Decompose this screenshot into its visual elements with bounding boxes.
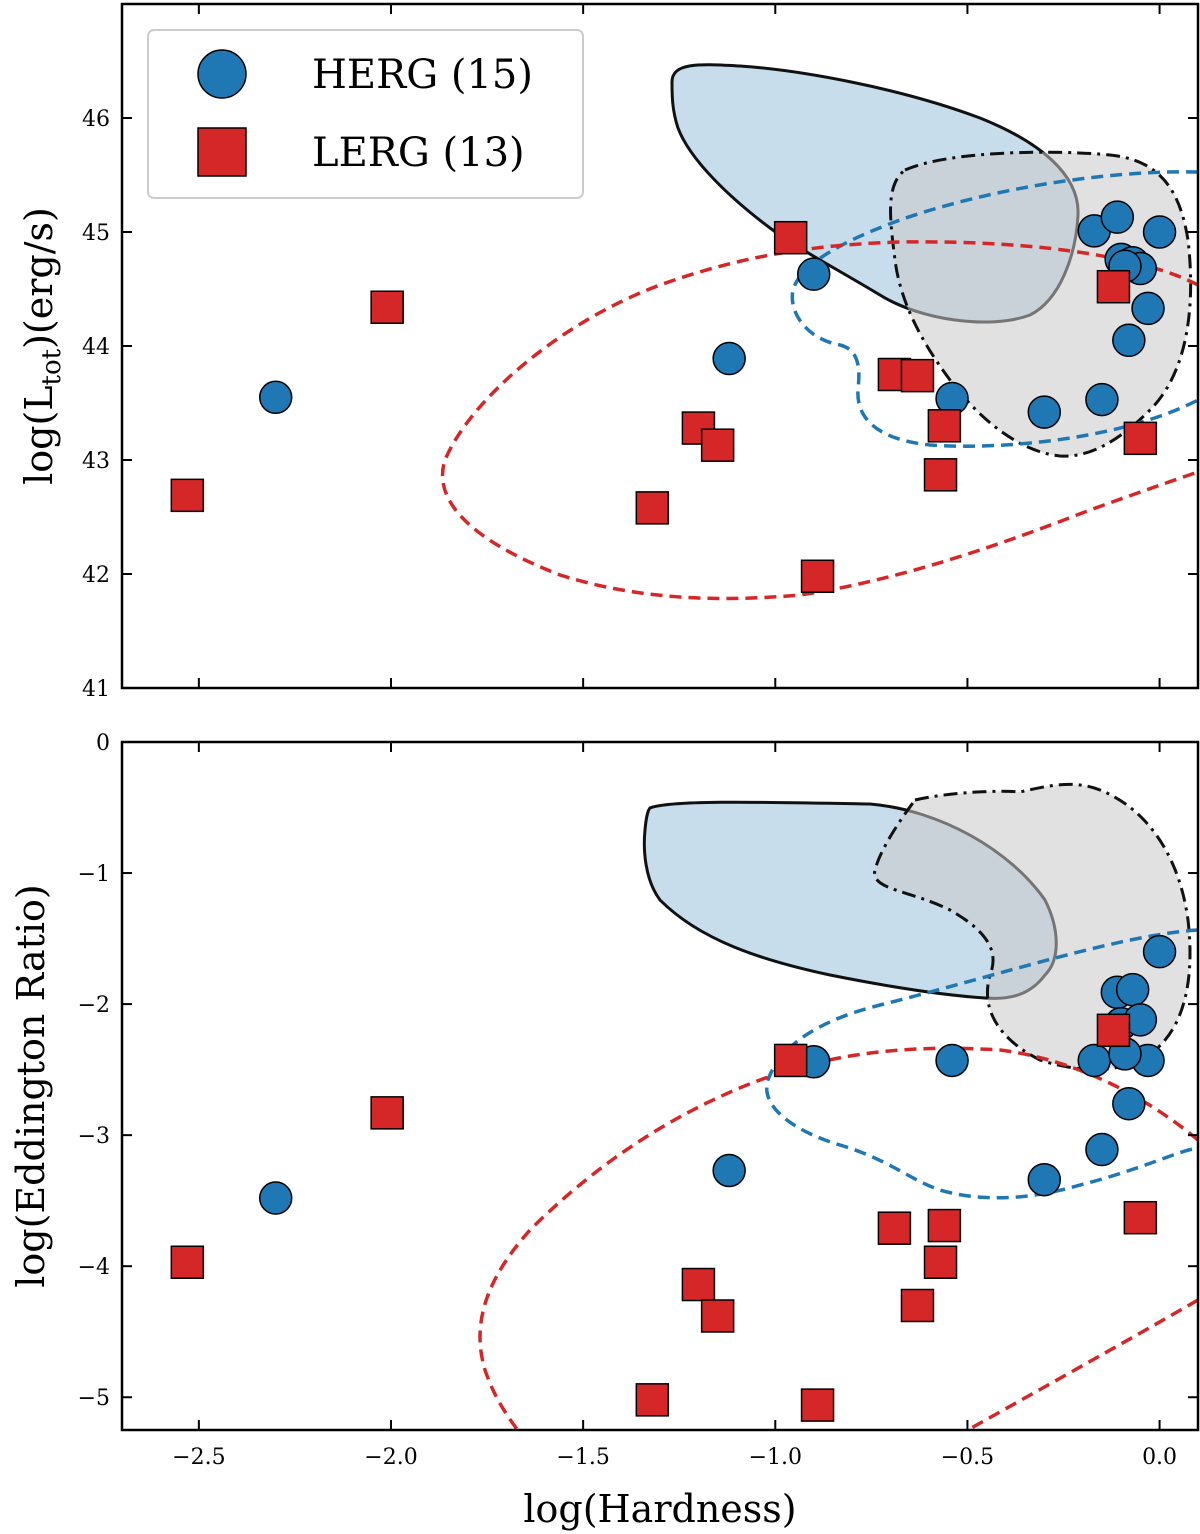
legend-box	[147, 29, 584, 199]
top-lerg-point	[681, 411, 716, 445]
top-y-tick-label: 43	[82, 449, 110, 474]
top-y-axis-label-main: log(L	[17, 385, 61, 484]
bottom-points	[170, 934, 1177, 1422]
top-lerg-point	[900, 358, 935, 393]
top-y-tick-label: 42	[82, 563, 110, 588]
top-y-tick-label: 45	[82, 221, 110, 246]
bottom-y-axis-label: log(Eddington Ratio)	[9, 884, 53, 1288]
top-herg-point	[1131, 291, 1165, 326]
top-herg-point	[1112, 323, 1146, 358]
bottom-lerg-point	[700, 1299, 735, 1333]
top-lerg-point	[927, 409, 962, 443]
top-lerg-point	[370, 290, 404, 324]
top-herg-point	[1100, 200, 1135, 234]
top-herg-point	[1142, 215, 1177, 249]
x-tick-label: 0.0	[1142, 1445, 1177, 1470]
top-herg-point	[258, 380, 293, 415]
top-lerg-dashed-contour	[440, 240, 1198, 601]
bottom-lerg-point	[681, 1267, 716, 1302]
bottom-y-tick-label: −5	[78, 1386, 110, 1411]
top-lerg-point	[1123, 421, 1158, 456]
bottom-ticks: −2.5 −2.0 −1.5 −1.0 −0.5 0.0 −5 −4 −3 −2 −1 0	[78, 731, 1198, 1470]
legend-herg-marker	[197, 49, 247, 99]
top-lerg-point	[773, 220, 808, 255]
top-y-axis-label-subscript: tot	[37, 348, 67, 385]
top-herg-point	[1027, 395, 1062, 429]
top-points	[170, 200, 1177, 594]
top-herg-dashed-contour	[790, 170, 1198, 448]
top-lerg-point	[700, 428, 735, 462]
bottom-y-tick-label: 0	[96, 731, 110, 756]
top-y-tick-label: 44	[82, 335, 110, 360]
top-herg-point	[796, 257, 831, 291]
bottom-lerg-point	[1123, 1200, 1158, 1235]
x-tick-label: −1.0	[749, 1445, 802, 1470]
top-y-axis-label-tail: )(erg/s)	[17, 207, 61, 349]
bottom-lerg-point	[370, 1096, 404, 1130]
bottom-lerg-point	[170, 1245, 205, 1280]
bottom-herg-point	[1142, 934, 1177, 969]
bottom-herg-point	[258, 1181, 293, 1215]
top-y-axis-label: log(Ltot)(erg/s)	[17, 207, 67, 485]
top-lerg-point	[170, 478, 205, 513]
bottom-lerg-point	[1096, 1013, 1131, 1048]
bottom-lerg-dashed-contour	[478, 1046, 1198, 1430]
bottom-y-tick-label: −1	[78, 862, 110, 887]
bottom-herg-point	[1027, 1162, 1062, 1197]
bottom-herg-point	[935, 1043, 969, 1078]
legend-lerg-label: LERG (13)	[312, 130, 525, 176]
x-tick-label: −2.5	[172, 1445, 225, 1470]
legend: HERG (15) LERG (13)	[147, 29, 584, 199]
bottom-herg-point	[712, 1153, 746, 1188]
top-ticks: 41 42 43 44 45 46	[82, 4, 1198, 702]
bottom-herg-point	[1112, 1086, 1146, 1121]
bottom-lerg-point	[773, 1043, 808, 1078]
bottom-panel: −2.5 −2.0 −1.5 −1.0 −0.5 0.0 −5 −4 −3 −2 −1 0 log(E…	[9, 731, 1200, 1531]
bottom-y-tick-label: −4	[78, 1255, 110, 1280]
top-lerg-point	[1096, 269, 1131, 304]
bottom-lerg-point	[900, 1288, 935, 1323]
bottom-contours	[478, 782, 1198, 1430]
legend-herg-label: HERG (15)	[312, 52, 533, 98]
bottom-lerg-point	[877, 1211, 912, 1245]
x-axis-label: log(Hardness)	[523, 1487, 796, 1531]
x-tick-label: −0.5	[941, 1445, 994, 1470]
legend-lerg-marker	[197, 127, 247, 177]
x-tick-label: −1.5	[556, 1445, 609, 1470]
bottom-herg-point	[1077, 1043, 1111, 1078]
bottom-lerg-point	[923, 1245, 958, 1280]
bottom-lerg-point	[635, 1383, 670, 1417]
bottom-lerg-point	[927, 1208, 962, 1243]
bottom-y-tick-label: −2	[78, 993, 110, 1018]
top-lerg-point	[923, 458, 958, 492]
bottom-axes-frame	[120, 740, 1200, 1432]
top-herg-point	[712, 341, 746, 376]
top-y-tick-label: 41	[82, 677, 110, 702]
top-panel: 41 42 43 44 45 46 HERG (15) LERG (13) log(Lto…	[17, 2, 1200, 702]
top-lerg-point	[635, 491, 670, 525]
top-y-tick-label: 46	[82, 107, 110, 132]
bottom-herg-point	[1115, 972, 1150, 1007]
top-lerg-point	[800, 559, 835, 594]
bottom-herg-point	[1085, 1132, 1119, 1167]
x-tick-label: −2.0	[364, 1445, 417, 1470]
bottom-lerg-point	[800, 1388, 835, 1422]
bottom-y-tick-label: −3	[78, 1124, 110, 1149]
bottom-lerg-dashed-contour-lower	[964, 1298, 1198, 1430]
top-herg-point	[1085, 382, 1119, 417]
bottom-herg-dashed-contour	[765, 928, 1198, 1200]
